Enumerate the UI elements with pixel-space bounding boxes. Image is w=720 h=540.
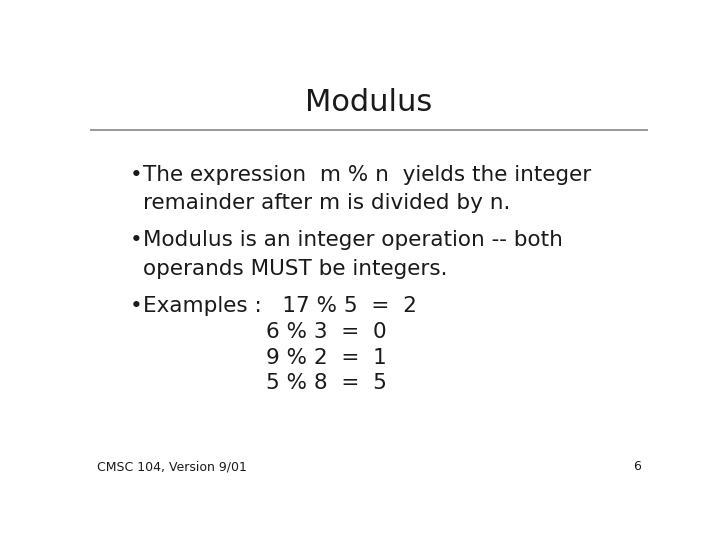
Text: 9 % 2  =  1: 9 % 2 = 1 (266, 348, 387, 368)
Text: The expression  m % n  yields the integer: The expression m % n yields the integer (143, 165, 591, 185)
Text: operands MUST be integers.: operands MUST be integers. (143, 259, 448, 279)
Text: remainder after m is divided by n.: remainder after m is divided by n. (143, 193, 510, 213)
Text: 6 % 3  =  0: 6 % 3 = 0 (266, 322, 387, 342)
Text: Modulus is an integer operation -- both: Modulus is an integer operation -- both (143, 230, 563, 250)
Text: CMSC 104, Version 9/01: CMSC 104, Version 9/01 (96, 460, 246, 473)
Text: 5 % 8  =  5: 5 % 8 = 5 (266, 373, 387, 393)
Text: •: • (130, 296, 143, 316)
Text: •: • (130, 230, 143, 250)
Text: Modulus: Modulus (305, 87, 433, 117)
Text: Examples :   17 % 5  =  2: Examples : 17 % 5 = 2 (143, 296, 417, 316)
Text: 6: 6 (634, 460, 642, 473)
Text: •: • (130, 165, 143, 185)
